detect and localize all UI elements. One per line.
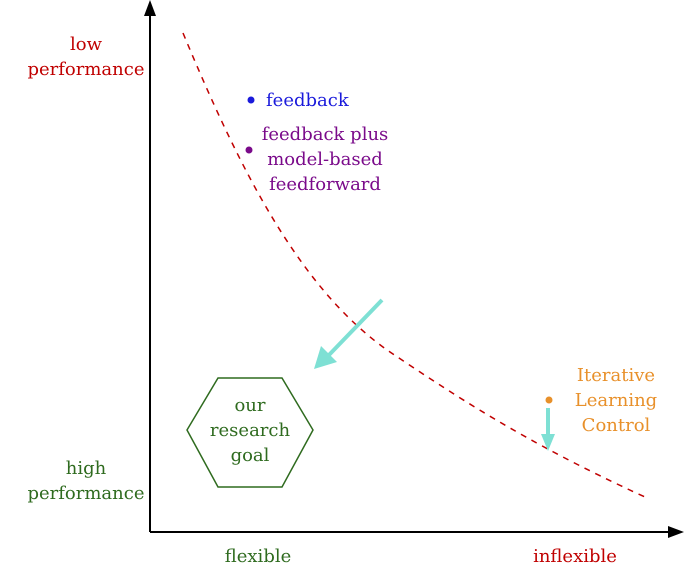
feedforward-label-line-1: feedback plus (262, 124, 389, 145)
goal-direction-arrow-shaft (326, 298, 384, 358)
ilc-arrowhead (541, 434, 555, 451)
y-bottom-label-line-1: high (66, 458, 107, 479)
goal-direction-arrowhead (314, 346, 337, 369)
feedforward-label-line-3: feedforward (269, 174, 381, 195)
research-goal-hexagon (186, 377, 314, 488)
y-axis-arrowhead (144, 0, 156, 16)
feedback-point (247, 96, 255, 104)
feedback-label: feedback (266, 90, 350, 111)
goal-label-line-2: research (210, 420, 291, 441)
goal-label-line-1: our (234, 395, 265, 416)
ilc-point (545, 396, 553, 404)
y-top-label-line-2: performance (27, 59, 144, 80)
y-top-label-line-1: low (70, 34, 103, 55)
x-left-label: flexible (225, 546, 292, 566)
feedforward-label-line-2: model-based (267, 149, 383, 170)
goal-label-line-3: goal (231, 445, 270, 466)
tradeoff-curve (182, 32, 646, 498)
feedforward-point (245, 146, 253, 154)
x-right-label: inflexible (533, 546, 617, 566)
x-axis-arrowhead (668, 526, 684, 538)
ilc-label-line-1: Iterative (577, 365, 655, 386)
ilc-label-line-3: Control (582, 415, 651, 436)
ilc-label-line-2: Learning (575, 390, 657, 411)
y-bottom-label-line-2: performance (27, 483, 144, 504)
